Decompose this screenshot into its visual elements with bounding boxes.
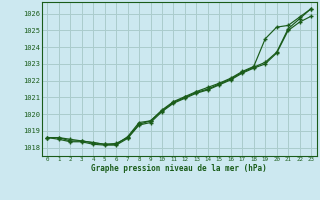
X-axis label: Graphe pression niveau de la mer (hPa): Graphe pression niveau de la mer (hPa) bbox=[91, 164, 267, 173]
